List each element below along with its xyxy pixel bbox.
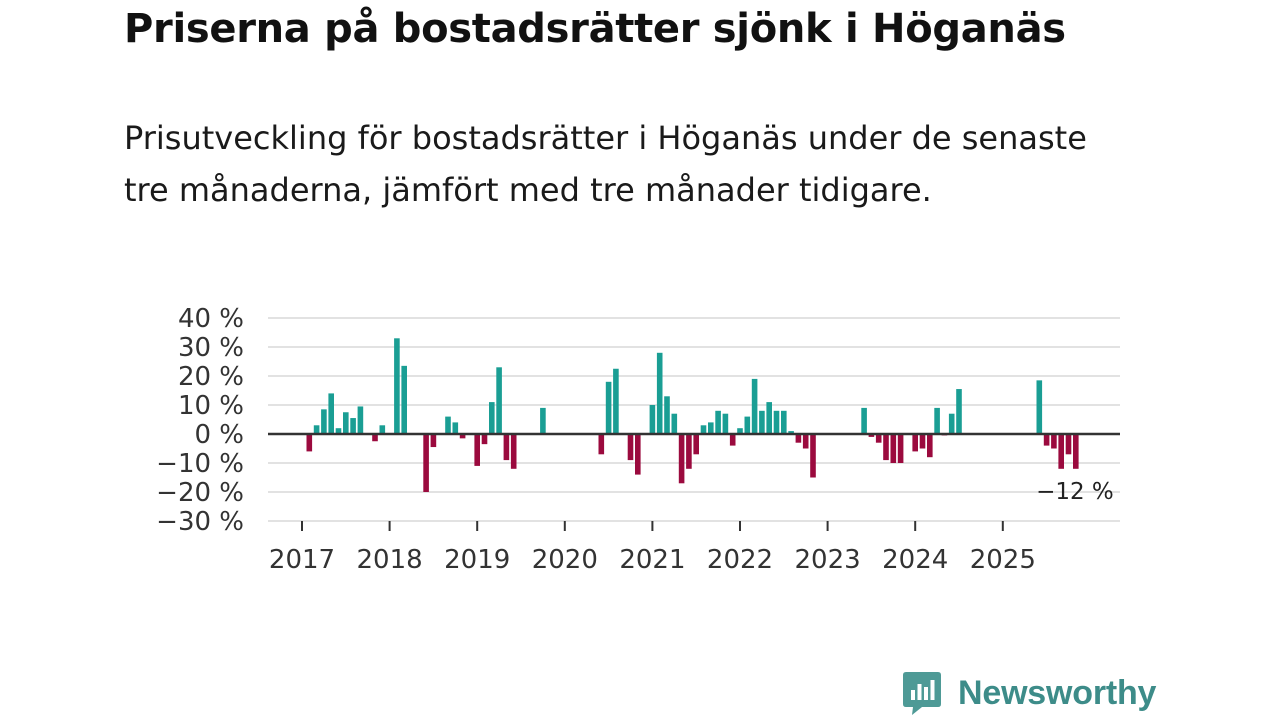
bar-positive	[343, 412, 349, 434]
bar-negative	[686, 434, 692, 469]
bar-positive	[788, 431, 794, 434]
bar-negative	[598, 434, 605, 455]
y-tick-label: −30 %	[156, 507, 244, 537]
bar-positive	[948, 413, 955, 434]
x-tick-label: 2024	[882, 545, 948, 575]
bar-negative	[510, 434, 517, 469]
bar-negative	[306, 434, 313, 452]
bar-negative	[481, 434, 488, 445]
bar-positive	[664, 396, 670, 434]
bar-positive	[489, 402, 495, 434]
bar-positive	[861, 407, 867, 434]
bar-positive	[722, 413, 729, 434]
bar-positive	[335, 428, 342, 434]
bar-positive	[401, 365, 407, 434]
bar-negative	[635, 434, 641, 475]
bar-negative	[912, 434, 918, 452]
bar-chart: 40 %30 %20 %10 %0 %−10 %−20 %−30 % 2017 20…	[156, 304, 1120, 575]
bar-negative	[897, 434, 904, 463]
y-tick-label: 10 %	[178, 391, 244, 421]
x-tick-label: 2025	[970, 545, 1036, 575]
x-tick-label: 2017	[269, 545, 335, 575]
bar-positive	[671, 413, 678, 434]
bar-positive	[773, 410, 780, 434]
bar-positive	[321, 409, 327, 434]
y-tick-label: −20 %	[156, 478, 244, 508]
x-tick-label: 2019	[444, 545, 510, 575]
bar-negative	[1043, 434, 1050, 446]
x-tick-label: 2020	[532, 545, 598, 575]
y-tick-label: 20 %	[178, 362, 244, 392]
bar-positive	[759, 410, 765, 434]
bar-positive	[605, 381, 612, 434]
bar-positive	[956, 389, 962, 434]
bar-positive	[766, 402, 772, 434]
bar-positive	[313, 425, 320, 434]
bar-negative	[1051, 434, 1057, 449]
bar-negative	[1065, 434, 1072, 455]
bar-negative	[795, 434, 802, 443]
bar-negative	[627, 434, 634, 461]
bar-positive	[700, 425, 707, 434]
y-tick-label: 0 %	[194, 420, 244, 450]
bar-positive	[379, 425, 386, 434]
bar-positive	[744, 416, 751, 434]
y-tick-label: 40 %	[178, 304, 244, 334]
x-tick-label: 2018	[357, 545, 423, 575]
chart-subtitle: Prisutveckling för bostadsrätter i Högan…	[124, 119, 1087, 209]
bar-positive	[708, 422, 714, 434]
bar-positive	[751, 378, 758, 434]
bar-positive	[781, 410, 787, 434]
x-tick-label: 2022	[707, 545, 773, 575]
bar-negative	[875, 434, 882, 443]
bar-negative	[474, 434, 480, 466]
bar-negative	[890, 434, 897, 463]
bar-positive	[445, 416, 451, 434]
bar-negative	[372, 434, 378, 442]
chart-title: Priserna på bostadsrätter sjönk i Höganä…	[124, 6, 1066, 52]
bar-negative	[729, 434, 736, 446]
bar-negative	[693, 434, 699, 455]
bar-negative	[459, 434, 466, 439]
bar-positive	[357, 406, 364, 434]
bar-positive	[394, 338, 400, 434]
bar-positive	[350, 418, 356, 434]
bar-negative	[423, 434, 429, 492]
bar-positive	[934, 407, 940, 434]
bar-negative	[919, 434, 926, 449]
bar-positive	[613, 368, 619, 434]
bar-positive	[328, 393, 334, 434]
brand-name: Newsworthy	[958, 673, 1157, 712]
bar-positive	[540, 407, 546, 434]
bar-negative	[883, 434, 889, 461]
bar-negative	[810, 434, 816, 478]
bar-positive	[737, 428, 743, 434]
bar-positive	[496, 367, 502, 434]
bar-positive	[715, 410, 721, 434]
bar-negative	[678, 434, 685, 484]
bar-negative	[802, 434, 809, 449]
bar-positive	[649, 405, 656, 434]
bar-negative	[868, 434, 875, 437]
last-value-label: −12 %	[1036, 479, 1114, 505]
newsworthy-logo-icon	[903, 672, 941, 715]
bar-negative	[503, 434, 510, 461]
newsworthy-logo: Newsworthy	[902, 670, 1156, 716]
bar-negative	[430, 434, 437, 448]
bar-negative	[1073, 434, 1079, 469]
y-tick-label: −10 %	[156, 449, 244, 479]
x-tick-label: 2021	[619, 545, 685, 575]
bar-negative	[1058, 434, 1064, 469]
y-tick-label: 30 %	[178, 333, 244, 363]
bar-negative	[927, 434, 933, 458]
bar-positive	[452, 422, 459, 434]
x-tick-label: 2023	[795, 545, 861, 575]
bar-positive	[656, 352, 663, 434]
bar-positive	[1036, 380, 1043, 434]
